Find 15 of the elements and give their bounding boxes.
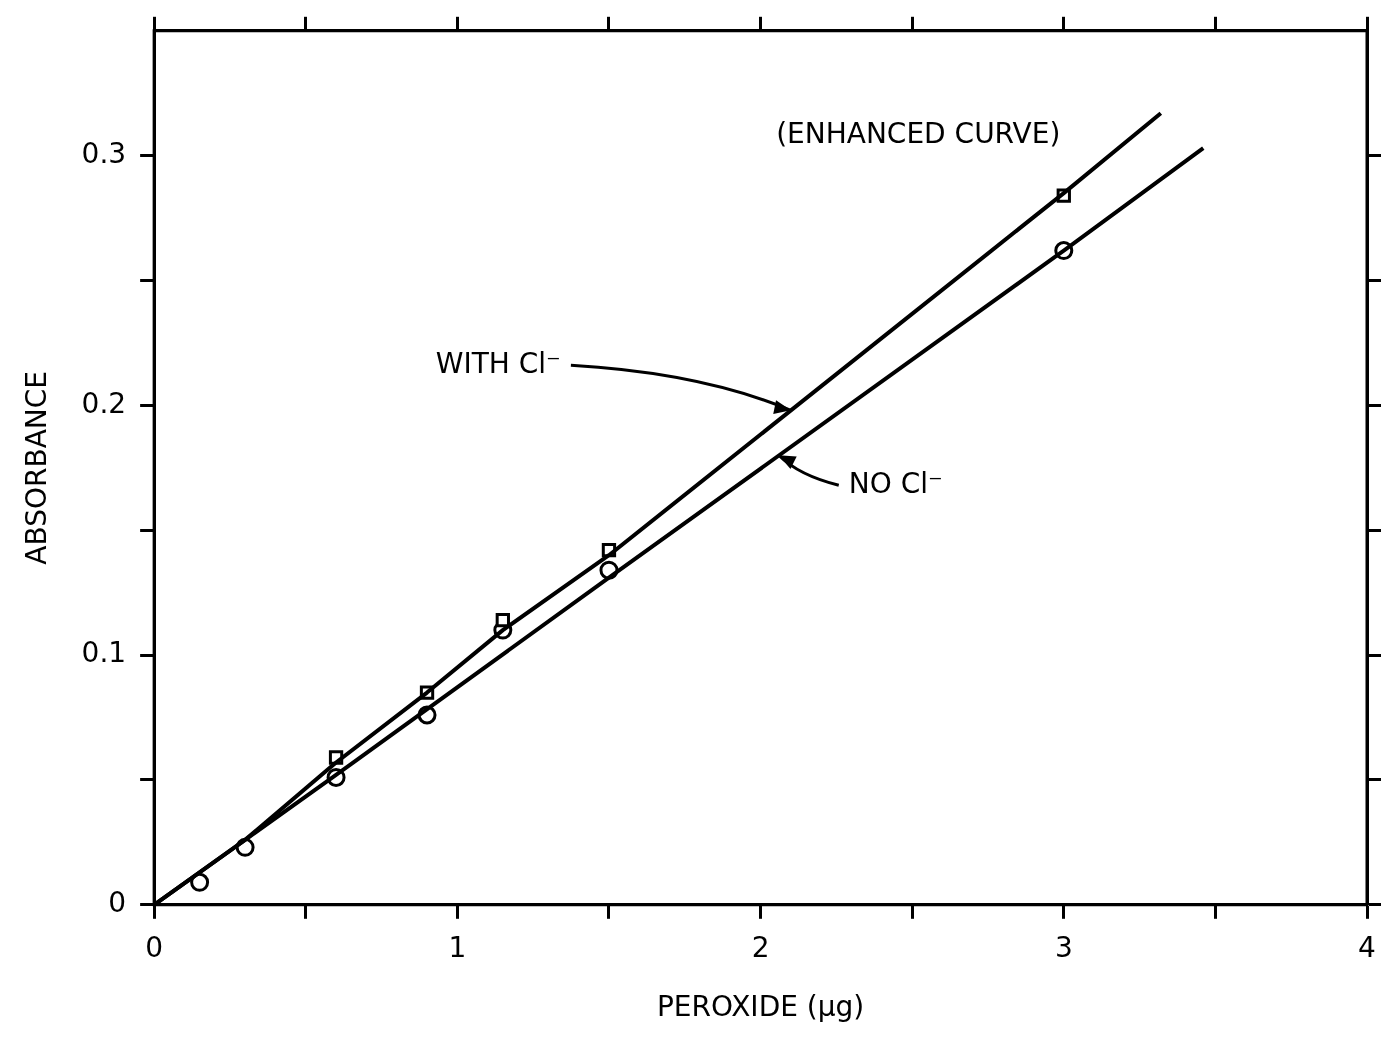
- x-tick-label: 4: [1358, 930, 1376, 964]
- annotation: WITH Cl⁻: [435, 346, 561, 380]
- annotation: NO Cl⁻: [848, 466, 943, 500]
- y-tick-label: 0.1: [81, 636, 127, 670]
- x-tick-label: 1: [448, 930, 467, 964]
- x-tick-label: 0: [145, 930, 164, 964]
- point: [495, 612, 510, 628]
- x-tick-label: 2: [751, 930, 770, 964]
- y-axis-title: ABSORBANCE: [20, 370, 54, 565]
- y-tick-label: 0: [108, 886, 127, 920]
- x-axis-title: PEROXIDE (μg): [656, 990, 865, 1024]
- annotation: (ENHANCED CURVE): [776, 116, 1061, 150]
- y-tick-label: 0.2: [81, 386, 127, 420]
- y-tick-label: 0.3: [81, 136, 127, 170]
- x-tick-label: 3: [1054, 930, 1073, 964]
